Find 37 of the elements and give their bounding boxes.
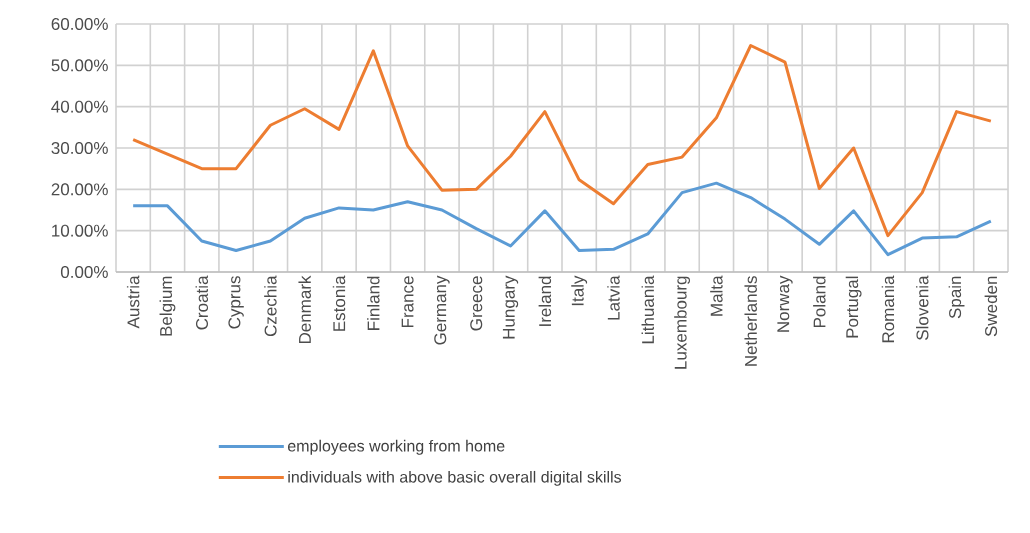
legend-label: employees working from home (287, 439, 505, 455)
x-tick-label: Poland (813, 276, 826, 328)
x-tick-label: Portugal (845, 276, 862, 338)
x-tick-label: Italy (571, 275, 588, 306)
y-tick-label: 10.00% (52, 224, 108, 237)
y-tick-label: 20.00% (51, 183, 108, 196)
line-series (131, 181, 993, 257)
x-tick-label: Malta (710, 275, 723, 316)
x-tick-label: Greece (470, 276, 483, 331)
x-tick-label: Latvia (607, 275, 620, 320)
x-tick-label: Hungary (502, 275, 519, 339)
x-tick-label: Slovenia (916, 275, 929, 340)
y-tick-label: 30.00% (51, 141, 108, 155)
y-tick-label: 40.00% (51, 100, 108, 113)
x-tick-label: Belgium (159, 276, 176, 336)
y-tick-label: 0.00% (60, 265, 108, 279)
x-tick-label: France (401, 276, 414, 328)
x-tick-label: Sweden (984, 276, 998, 337)
x-tick-label: Netherlands (744, 276, 757, 366)
x-tick-label: Estonia (332, 275, 346, 331)
y-tick-label: 50.00% (51, 59, 108, 72)
x-tick-label: Luxembourg (674, 276, 691, 369)
x-tick-label: Denmark (298, 275, 311, 344)
x-tick-label: Norway (777, 275, 793, 332)
x-tick-label: Finland (367, 276, 380, 330)
x-tick-label: Croatia (195, 275, 209, 330)
x-tick-label: Germany (434, 275, 450, 345)
x-tick-label: Czechia (264, 275, 277, 337)
x-tick-label: Spain (948, 276, 965, 319)
x-tick-label: Lithuania (641, 275, 655, 344)
x-tick-label: Romania (881, 275, 895, 343)
line-series (131, 44, 993, 238)
y-tick-label: 60.00% (51, 17, 108, 31)
x-tick-label: Ireland (538, 276, 552, 326)
x-tick-label: Austria (126, 275, 140, 329)
x-tick-label: Cyprus (228, 276, 244, 329)
legend-label: individuals with above basic overall digital skills (288, 470, 622, 486)
